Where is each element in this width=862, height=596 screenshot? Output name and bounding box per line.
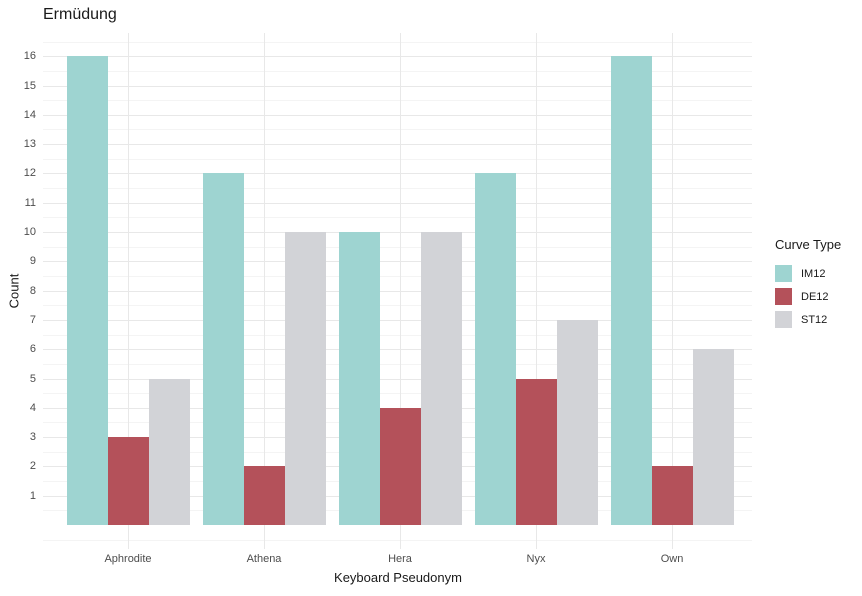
bar-im12-hera	[338, 232, 380, 525]
legend-label: IM12	[801, 267, 826, 280]
legend-swatch-im12	[775, 265, 792, 282]
major-gridline	[43, 85, 752, 87]
bar-de12-hera	[379, 407, 421, 525]
x-tick-label: Aphrodite	[104, 553, 152, 565]
legend-item-de12: DE12	[775, 288, 841, 305]
y-tick-label: 1	[29, 489, 36, 502]
bar-im12-aphrodite	[66, 56, 108, 525]
y-tick-label: 11	[24, 196, 36, 209]
y-tick-label: 15	[23, 79, 36, 92]
minor-gridline	[43, 363, 752, 365]
minor-gridline	[43, 217, 752, 219]
x-axis-title: Keyboard Pseudonym	[334, 570, 462, 585]
x-tick-label: Nyx	[526, 553, 546, 565]
y-tick-label: 7	[29, 313, 36, 326]
bar-st12-own	[692, 349, 734, 525]
major-gridline	[43, 202, 752, 204]
major-gridline	[43, 144, 752, 146]
minor-gridline	[43, 275, 752, 277]
x-tick-label: Hera	[388, 553, 412, 565]
major-gridline	[43, 319, 752, 321]
legend-items: IM12 DE12 ST12	[775, 265, 841, 328]
major-gridline	[43, 56, 752, 58]
legend-label: DE12	[801, 290, 829, 303]
minor-gridline	[43, 246, 752, 248]
bar-de12-aphrodite	[107, 437, 149, 525]
legend: Curve Type IM12 DE12 ST12	[775, 237, 841, 334]
legend-swatch-de12	[775, 288, 792, 305]
legend-swatch-st12	[775, 311, 792, 328]
major-gridline	[43, 261, 752, 263]
major-gridline	[43, 290, 752, 292]
minor-gridline	[43, 129, 752, 131]
bar-im12-own	[610, 56, 652, 525]
category-gridline	[128, 33, 129, 549]
y-tick-label: 14	[23, 108, 36, 121]
bar-de12-athena	[243, 466, 285, 525]
plot-panel	[43, 33, 752, 549]
y-tick-label: 9	[29, 255, 36, 268]
category-gridline	[400, 33, 401, 549]
minor-gridline	[43, 70, 752, 72]
legend-item-im12: IM12	[775, 265, 841, 282]
y-tick-label: 10	[23, 226, 36, 238]
minor-gridline	[43, 334, 752, 336]
chart-title: Ermüdung	[43, 6, 117, 23]
y-tick-label: 16	[23, 50, 36, 63]
y-tick-label: 3	[29, 431, 36, 444]
bar-im12-athena	[202, 173, 244, 525]
x-tick-label: Own	[660, 553, 684, 565]
minor-gridline	[43, 188, 752, 190]
bar-st12-nyx	[556, 319, 598, 525]
y-tick-label: 12	[23, 167, 36, 180]
bar-de12-own	[651, 466, 693, 525]
major-gridline	[43, 173, 752, 175]
major-gridline	[43, 378, 752, 380]
minor-gridline	[43, 393, 752, 395]
y-tick-label: 2	[29, 460, 36, 473]
legend-item-st12: ST12	[775, 311, 841, 328]
category-gridline	[264, 33, 265, 549]
major-gridline	[43, 114, 752, 116]
bar-st12-athena	[284, 232, 326, 525]
y-tick-label: 5	[29, 372, 36, 385]
category-gridline	[536, 33, 537, 549]
category-gridline	[672, 33, 673, 549]
legend-label: ST12	[801, 313, 828, 326]
major-gridline	[43, 232, 752, 233]
minor-gridline	[43, 100, 752, 102]
x-tick-label: Athena	[246, 553, 282, 565]
y-tick-label: 8	[29, 284, 36, 297]
y-tick-label: 13	[23, 138, 36, 151]
minor-gridline	[43, 539, 752, 541]
bar-im12-nyx	[474, 173, 516, 525]
major-gridline	[43, 349, 752, 351]
bar-st12-hera	[420, 232, 462, 525]
legend-title: Curve Type	[775, 237, 842, 252]
minor-gridline	[43, 41, 752, 43]
y-tick-label: 4	[29, 401, 36, 414]
y-tick-label: 6	[29, 343, 36, 356]
minor-gridline	[43, 305, 752, 307]
bar-st12-aphrodite	[148, 378, 190, 525]
minor-gridline	[43, 158, 752, 160]
bar-de12-nyx	[515, 378, 557, 525]
